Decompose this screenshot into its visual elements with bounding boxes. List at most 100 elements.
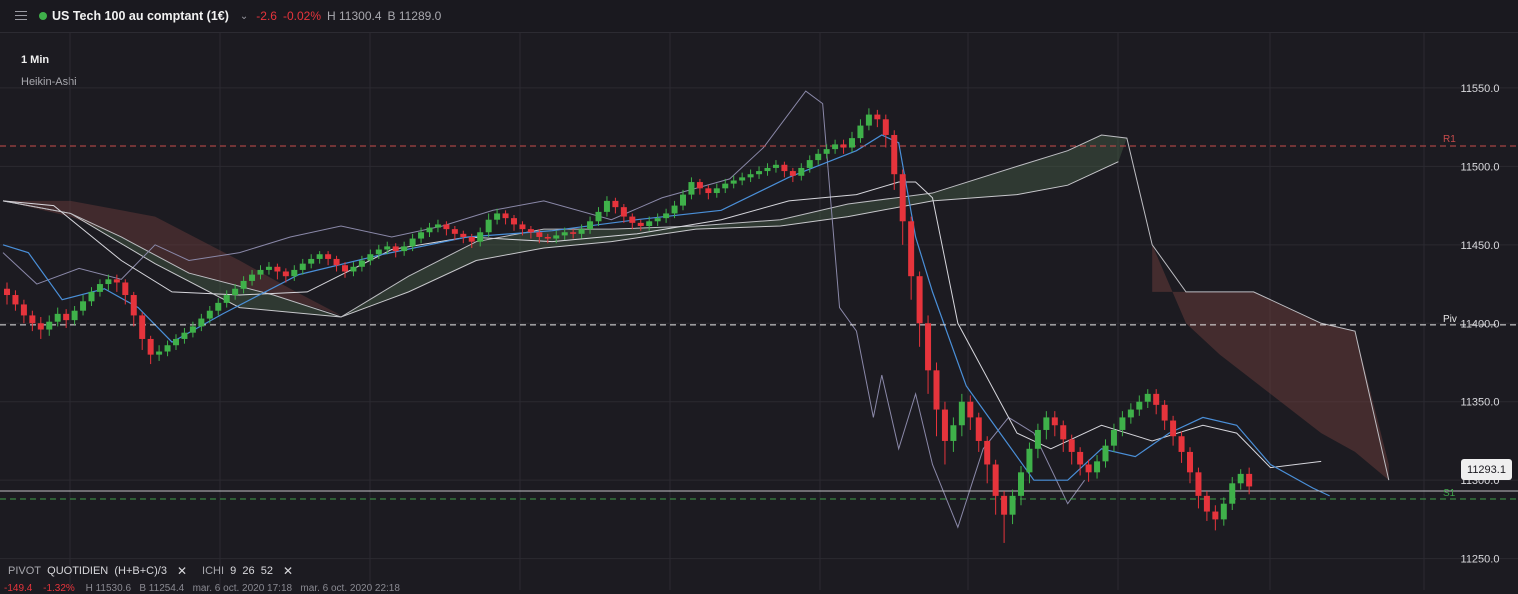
- candle-body: [299, 263, 306, 270]
- candle-body: [527, 229, 534, 233]
- candle-type-label[interactable]: Heikin-Ashi: [21, 76, 77, 88]
- candle-body: [181, 332, 188, 339]
- candle-body: [570, 232, 577, 234]
- candle-body: [173, 338, 179, 346]
- candle-body: [891, 134, 898, 175]
- candle-body: [933, 370, 940, 410]
- candle-body: [80, 301, 87, 311]
- low-value: B 11289.0: [387, 9, 442, 23]
- candle-body: [198, 318, 205, 327]
- candle-body: [1144, 393, 1151, 402]
- candle-body: [12, 295, 19, 305]
- candle-body: [1009, 495, 1016, 515]
- candle-body: [350, 266, 357, 272]
- candle-body: [451, 229, 458, 234]
- high-value: H 11300.4: [327, 9, 382, 23]
- candle-body: [316, 254, 323, 259]
- candle-body: [696, 182, 703, 189]
- ichi-indicator-label[interactable]: ICHI: [202, 565, 225, 577]
- pivot-formula: (H+B+C)/3: [114, 565, 167, 577]
- chevron-down-icon[interactable]: ⌄: [239, 10, 249, 22]
- candle-body: [823, 149, 830, 154]
- candle-body: [857, 125, 864, 139]
- candle-body: [688, 182, 695, 195]
- chart-grid: [0, 33, 1518, 590]
- s1-label: S1: [1443, 488, 1456, 499]
- span-b-line: [2, 134, 1390, 481]
- pivot-period: QUOTIDIEN: [47, 565, 109, 577]
- candle-body: [916, 276, 923, 324]
- candle-body: [967, 401, 974, 418]
- candle-body: [832, 144, 839, 150]
- kijun-line: [2, 181, 1322, 469]
- r1-label: R1: [1443, 134, 1456, 145]
- candle-body: [612, 200, 619, 208]
- price-tick-label: 11350.0: [1461, 397, 1500, 409]
- ichi-kijun: 26: [242, 565, 255, 577]
- hamburger-menu-icon[interactable]: [15, 11, 29, 21]
- candle-body: [1060, 425, 1067, 440]
- candle-body: [1127, 409, 1134, 418]
- candle-body: [595, 211, 602, 222]
- candle-body: [206, 310, 213, 319]
- candle-body: [1212, 511, 1219, 520]
- candle-body: [46, 321, 53, 330]
- candle-body: [105, 279, 112, 285]
- candle-body: [1170, 420, 1177, 437]
- bottom-time-end: mar. 6 oct. 2020 22:18: [300, 583, 400, 594]
- candle-body: [646, 221, 653, 226]
- candle-body: [1068, 439, 1075, 452]
- candle-body: [392, 246, 399, 252]
- candle-body: [468, 236, 475, 242]
- candle-body: [418, 232, 425, 239]
- candle-body: [1018, 472, 1024, 496]
- candle-body: [899, 174, 906, 222]
- candle-body: [232, 288, 239, 296]
- candle-body: [29, 315, 36, 324]
- pivot-indicator-label[interactable]: PIVOT: [8, 565, 42, 577]
- candle-body: [426, 227, 433, 233]
- candle-body: [806, 160, 813, 168]
- ichi-tenkan: 9: [230, 565, 237, 577]
- candle-body: [789, 171, 796, 176]
- candle-body: [561, 232, 568, 236]
- price-axis: 11550.011500.011450.011400.011350.011300…: [1461, 83, 1500, 566]
- timeframe-label[interactable]: 1 Min: [21, 54, 50, 66]
- candle-body: [325, 254, 332, 259]
- candle-body: [1051, 417, 1058, 426]
- candle-body: [215, 302, 222, 311]
- cloud-bear-area-left: [3, 200, 341, 316]
- candle-body: [975, 417, 982, 441]
- instrument-name[interactable]: US Tech 100 au comptant (1€): [52, 9, 229, 23]
- remove-ichi-icon[interactable]: ✕: [283, 564, 294, 578]
- candle-body: [671, 205, 678, 214]
- candle-body: [1246, 473, 1253, 487]
- candle-body: [122, 282, 129, 296]
- candle-body: [958, 401, 965, 426]
- candle-body: [722, 183, 729, 189]
- candle-body: [865, 114, 872, 126]
- candle-body: [240, 280, 247, 289]
- tenkan-line: [2, 134, 1330, 497]
- candle-body: [460, 233, 467, 237]
- ichimoku-cloud: [2, 134, 1390, 481]
- candle-body: [1043, 417, 1050, 430]
- ichimoku-lines: [2, 90, 1330, 529]
- candle-body: [764, 167, 771, 172]
- candle-body: [477, 232, 484, 242]
- pivot-levels: R1 Piv S1: [0, 134, 1518, 500]
- price-tick-label: 11450.0: [1461, 240, 1500, 252]
- candle-body: [342, 265, 348, 272]
- candle-body: [71, 310, 78, 321]
- candle-body: [654, 218, 661, 222]
- candle-body: [367, 254, 374, 261]
- price-chart[interactable]: R1 Piv S1 11550.0 11500.0 11450.0 11400.0 1135…: [0, 33, 1518, 590]
- candle-body: [291, 269, 298, 277]
- candle-body: [544, 236, 551, 239]
- candle-body: [925, 323, 932, 371]
- cloud-bear-area: [1152, 244, 1389, 481]
- candle-body: [333, 258, 340, 266]
- candle-body: [434, 224, 441, 228]
- candle-body: [1203, 495, 1210, 512]
- remove-pivot-icon[interactable]: ✕: [176, 564, 188, 578]
